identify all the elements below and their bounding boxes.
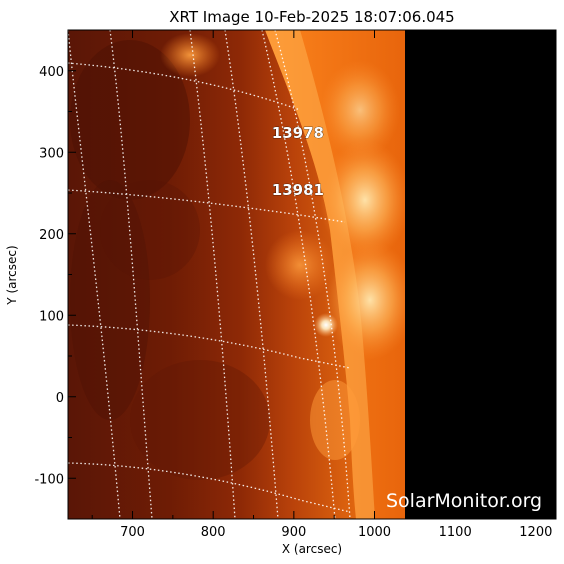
grid-longitude xyxy=(274,30,351,519)
y-tick-label: 400 xyxy=(39,65,64,80)
y-axis: -100 0 100 200 300 400 xyxy=(34,29,556,520)
y-tick-label: 0 xyxy=(56,391,64,406)
y-tick-label: 300 xyxy=(39,146,64,161)
x-axis-label: X (arcsec) xyxy=(282,542,342,556)
solar-image xyxy=(68,30,556,519)
x-tick-label: 900 xyxy=(281,525,306,540)
flare-kernel xyxy=(314,313,338,337)
grid-latitude xyxy=(68,189,346,223)
x-axis: 700 800 900 1000 1100 1200 xyxy=(91,30,552,540)
x-tick-label: 800 xyxy=(201,525,226,540)
solar-disk xyxy=(68,30,356,519)
figure-title: XRT Image 10-Feb-2025 18:07:06.045 xyxy=(169,8,454,26)
active-region-label: 13978 xyxy=(272,124,324,142)
y-tick-label: 100 xyxy=(39,309,64,324)
y-tick-label: -100 xyxy=(34,472,64,487)
grid-latitude xyxy=(68,62,301,111)
y-axis-label: Y (arcsec) xyxy=(5,245,19,305)
x-tick-label: 1100 xyxy=(439,525,472,540)
watermark: SolarMonitor.org xyxy=(386,490,542,512)
grid-latitude xyxy=(68,462,351,513)
x-tick-label: 700 xyxy=(120,525,145,540)
grid-latitude xyxy=(68,324,351,369)
active-region-label: 13981 xyxy=(272,181,324,199)
x-tick-label: 1000 xyxy=(358,525,391,540)
y-tick-label: 200 xyxy=(39,228,64,243)
x-tick-label: 1200 xyxy=(519,525,552,540)
heliographic-grid xyxy=(68,30,351,519)
active-region-labels: 13978 13981 xyxy=(271,124,324,200)
no-data-region xyxy=(405,30,556,519)
